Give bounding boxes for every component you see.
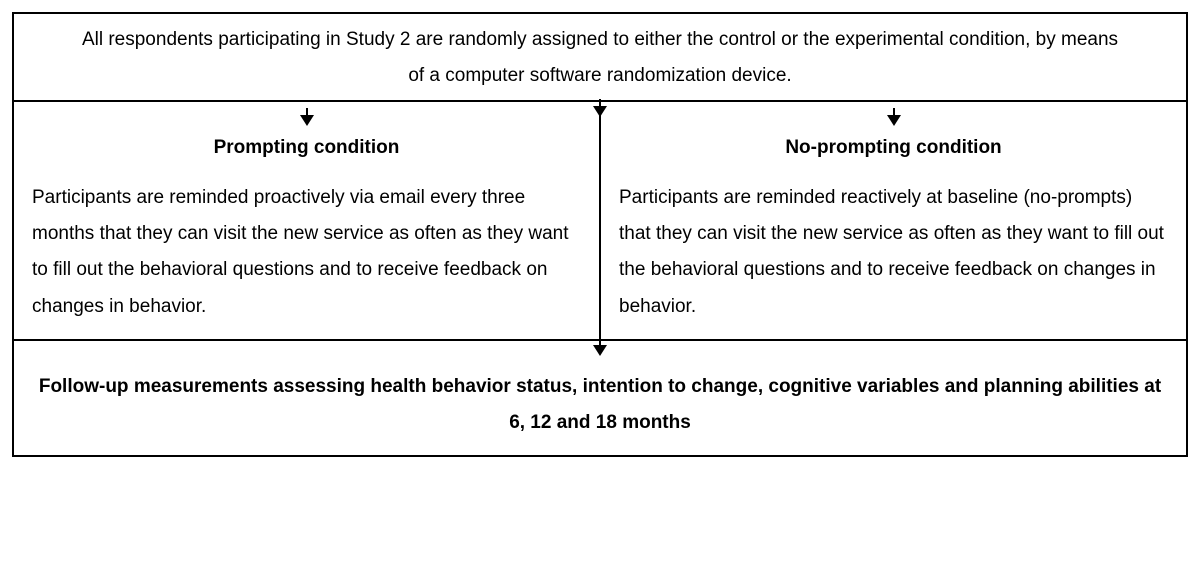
arrow-down-icon [593, 338, 607, 356]
node-followup: Follow-up measurements assessing health … [14, 339, 1186, 455]
arrow-down-icon [887, 108, 901, 126]
node-no-prompting-body: Participants are reminded reactively at … [619, 187, 1164, 316]
node-randomization-text: All respondents participating in Study 2… [82, 29, 1118, 86]
node-prompting-title: Prompting condition [214, 137, 400, 158]
node-prompting-body: Participants are reminded proactively vi… [32, 187, 569, 316]
flowchart-grid: All respondents participating in Study 2… [12, 12, 1188, 457]
node-no-prompting-header: No-prompting condition [600, 100, 1186, 174]
arrow-down-icon [300, 108, 314, 126]
study-design-flowchart: All respondents participating in Study 2… [12, 12, 1188, 457]
node-prompting-body-cell: Participants are reminded proactively vi… [14, 174, 600, 338]
node-randomization: All respondents participating in Study 2… [14, 14, 1186, 100]
node-no-prompting-body-cell: Participants are reminded reactively at … [600, 174, 1186, 338]
node-no-prompting-title: No-prompting condition [785, 137, 1001, 158]
node-prompting-header: Prompting condition [14, 100, 600, 174]
node-followup-text: Follow-up measurements assessing health … [39, 376, 1161, 433]
